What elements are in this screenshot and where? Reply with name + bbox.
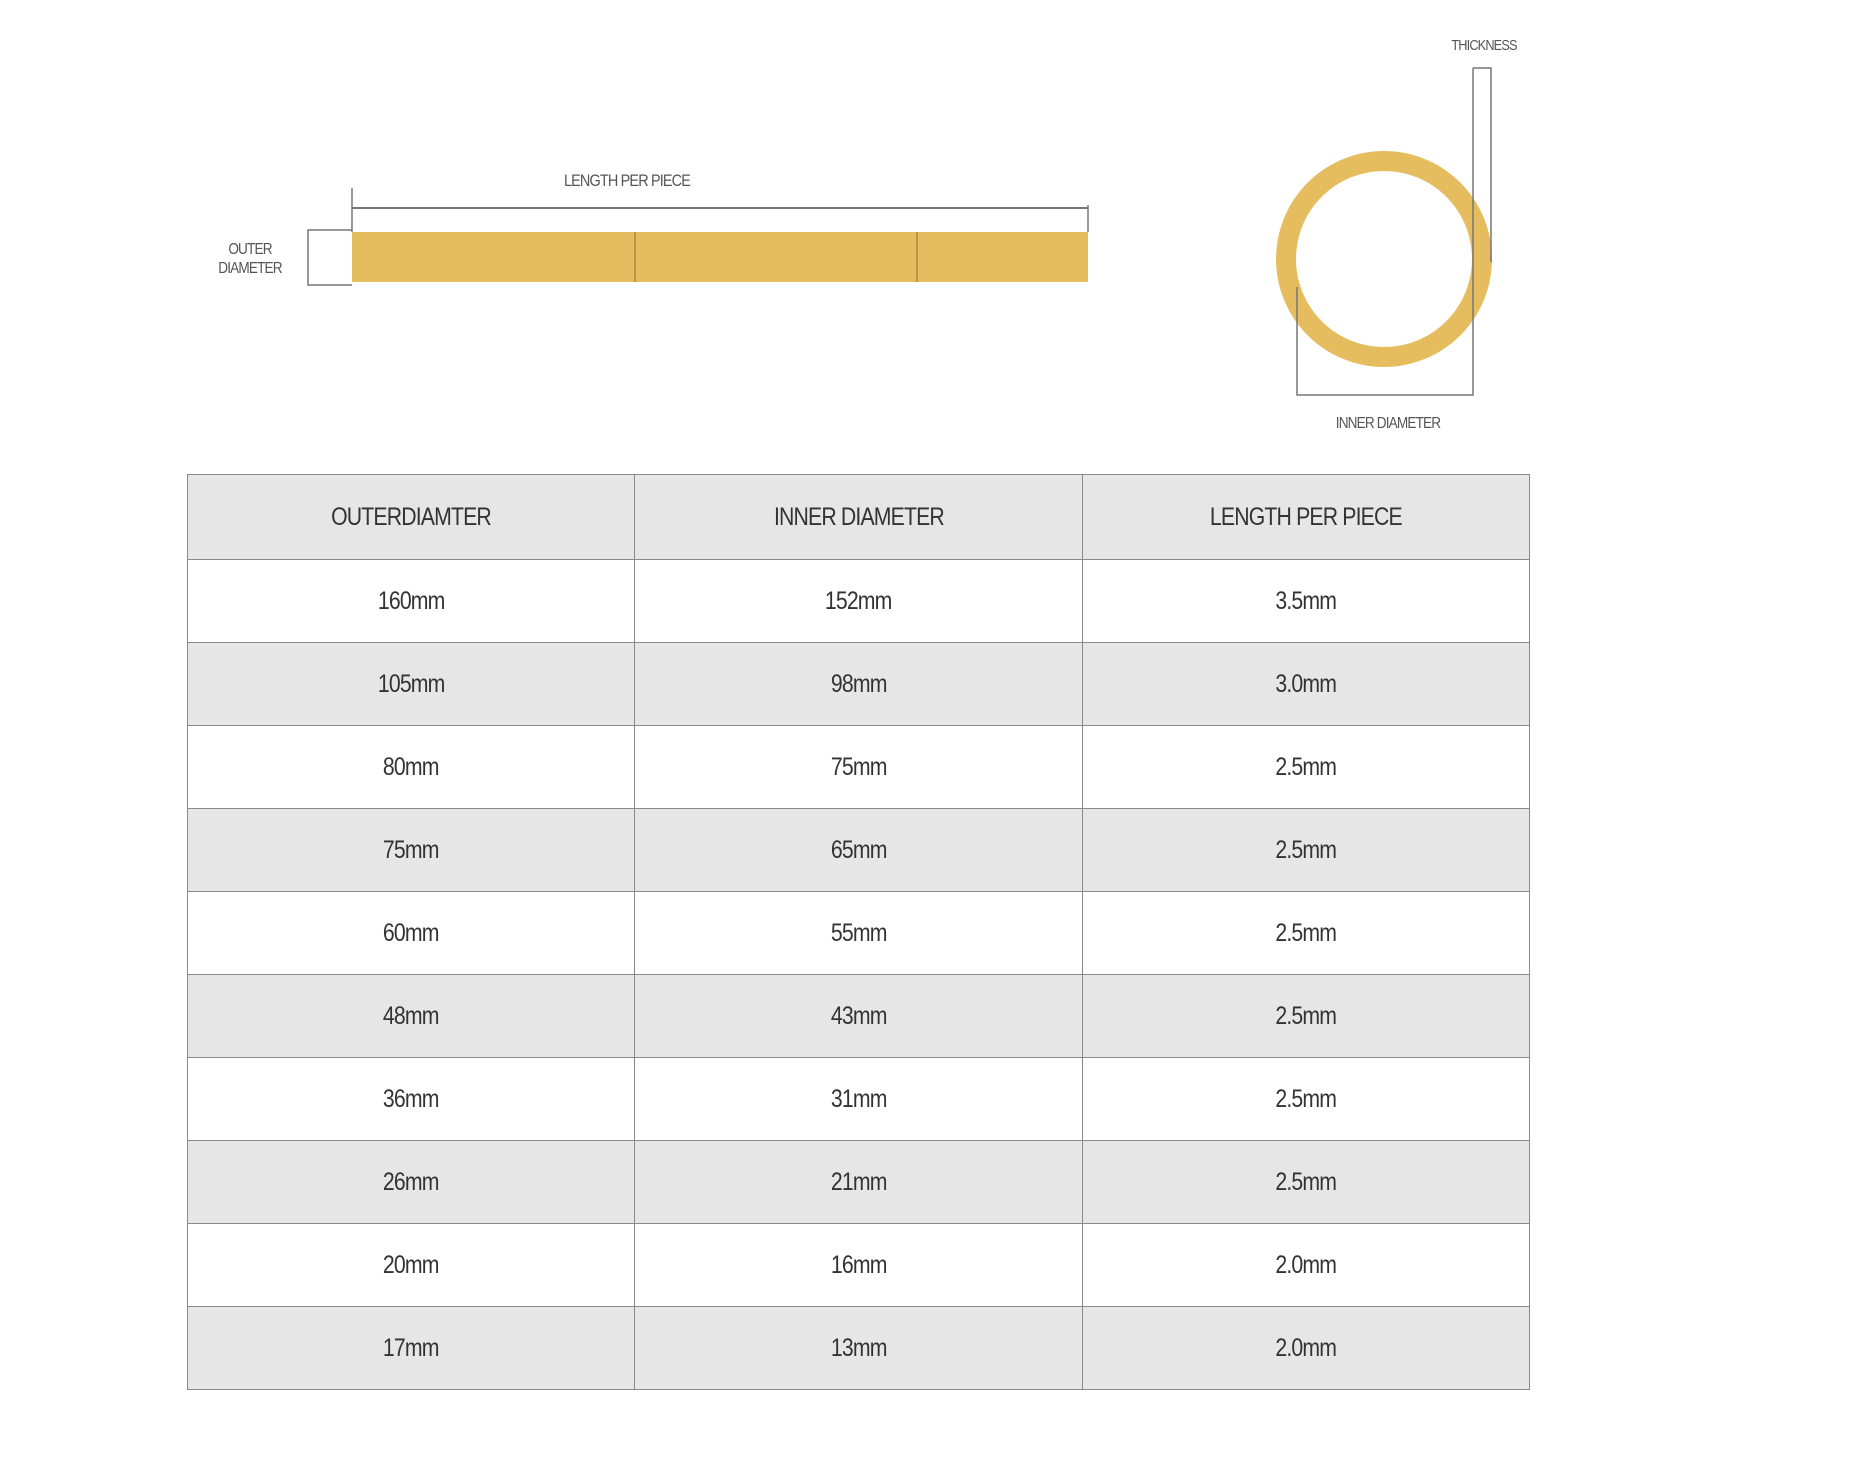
cell-value: 26mm: [383, 1167, 440, 1196]
header-label: LENGTH PER PIECE: [1209, 502, 1403, 531]
header-outer-diameter: OUTERDIAMTER: [186, 474, 636, 560]
outer-diameter-cell: 17mm: [186, 1306, 636, 1390]
cell-value: 2.5mm: [1275, 835, 1337, 864]
header-length-per-piece: LENGTH PER PIECE: [1081, 474, 1531, 560]
inner-diameter-cell: 152mm: [634, 559, 1083, 643]
inner-diameter-cell: 13mm: [634, 1306, 1083, 1390]
cell-value: 13mm: [830, 1333, 888, 1362]
cell-value: 98mm: [830, 669, 888, 698]
header-label: OUTERDIAMTER: [331, 502, 492, 531]
band-diagram: [307, 67, 1492, 396]
cell-value: 3.0mm: [1275, 669, 1337, 698]
outer-diameter-cell: 36mm: [186, 1057, 636, 1141]
cell-value: 2.0mm: [1275, 1250, 1337, 1279]
cell-value: 2.5mm: [1275, 752, 1337, 781]
inner-diameter-cell: 65mm: [634, 808, 1083, 892]
outer-diameter-cell: 20mm: [186, 1223, 636, 1307]
cell-value: 16mm: [830, 1250, 888, 1279]
inner-diameter-cell: 16mm: [634, 1223, 1083, 1307]
band-strip: [352, 232, 1088, 282]
length-per-piece-cell: 2.5mm: [1081, 974, 1531, 1058]
cell-value: 75mm: [830, 752, 888, 781]
length-per-piece-cell: 2.0mm: [1081, 1223, 1531, 1307]
outer-diameter-cell: 26mm: [186, 1140, 636, 1224]
length-per-piece-label: LENGTH PER PIECE: [563, 171, 691, 190]
inner-diameter-cell: 43mm: [634, 974, 1083, 1058]
table-row: 160mm 152mm 3.5mm: [186, 559, 1531, 643]
cell-value: 48mm: [383, 1001, 440, 1030]
inner-diameter-cell: 98mm: [634, 642, 1083, 726]
outer-diameter-cell: 105mm: [186, 642, 636, 726]
cell-value: 60mm: [383, 918, 440, 947]
cell-value: 2.5mm: [1275, 1084, 1337, 1113]
outer-diameter-label: OUTER DIAMETER: [218, 241, 282, 277]
length-per-piece-cell: 2.5mm: [1081, 725, 1531, 809]
cell-value: 55mm: [830, 918, 888, 947]
cell-value: 20mm: [383, 1250, 440, 1279]
outer-diameter-cell: 160mm: [186, 559, 636, 643]
table-row: 48mm 43mm 2.5mm: [186, 974, 1531, 1058]
cell-value: 17mm: [383, 1333, 440, 1362]
table-row: 17mm 13mm 2.0mm: [186, 1306, 1531, 1390]
inner-diameter-bracket: [1296, 68, 1474, 396]
length-per-piece-cell: 2.0mm: [1081, 1306, 1531, 1390]
cell-value: 75mm: [383, 835, 440, 864]
cell-value: 152mm: [825, 586, 892, 615]
outer-diameter-cell: 60mm: [186, 891, 636, 975]
table-row: 60mm 55mm 2.5mm: [186, 891, 1531, 975]
size-table: OUTERDIAMTER INNER DIAMETER LENGTH PER P…: [186, 474, 1531, 1390]
cell-value: 160mm: [377, 586, 445, 615]
outer-diameter-bracket: [307, 229, 352, 286]
inner-diameter-label: INNER DIAMETER: [1335, 415, 1441, 432]
thickness-label: THICKNESS: [1451, 37, 1517, 54]
inner-diameter-cell: 75mm: [634, 725, 1083, 809]
cell-value: 80mm: [383, 752, 440, 781]
table-header-row: OUTERDIAMTER INNER DIAMETER LENGTH PER P…: [186, 474, 1531, 560]
table-row: 105mm 98mm 3.0mm: [186, 642, 1531, 726]
table-row: 26mm 21mm 2.5mm: [186, 1140, 1531, 1224]
outer-diameter-cell: 75mm: [186, 808, 636, 892]
cell-value: 43mm: [830, 1001, 888, 1030]
inner-diameter-cell: 31mm: [634, 1057, 1083, 1141]
cell-value: 65mm: [830, 835, 888, 864]
outer-diameter-cell: 80mm: [186, 725, 636, 809]
length-per-piece-cell: 3.0mm: [1081, 642, 1531, 726]
cell-value: 31mm: [830, 1084, 888, 1113]
cell-value: 21mm: [830, 1167, 888, 1196]
cell-value: 2.5mm: [1275, 1167, 1337, 1196]
band-ring: [1276, 151, 1492, 367]
length-per-piece-cell: 2.5mm: [1081, 1057, 1531, 1141]
header-inner-diameter: INNER DIAMETER: [634, 474, 1083, 560]
length-per-piece-cell: 2.5mm: [1081, 891, 1531, 975]
table-row: 75mm 65mm 2.5mm: [186, 808, 1531, 892]
thickness-bracket: [1473, 67, 1492, 262]
cell-value: 2.0mm: [1275, 1333, 1337, 1362]
cell-value: 36mm: [383, 1084, 440, 1113]
cell-value: 2.5mm: [1275, 1001, 1337, 1030]
inner-diameter-cell: 21mm: [634, 1140, 1083, 1224]
inner-diameter-cell: 55mm: [634, 891, 1083, 975]
cell-value: 105mm: [377, 669, 445, 698]
table-row: 80mm 75mm 2.5mm: [186, 725, 1531, 809]
cell-value: 2.5mm: [1275, 918, 1337, 947]
table-row: 20mm 16mm 2.0mm: [186, 1223, 1531, 1307]
length-per-piece-cell: 3.5mm: [1081, 559, 1531, 643]
header-label: INNER DIAMETER: [773, 502, 945, 531]
length-per-piece-cell: 2.5mm: [1081, 808, 1531, 892]
table-row: 36mm 31mm 2.5mm: [186, 1057, 1531, 1141]
length-per-piece-cell: 2.5mm: [1081, 1140, 1531, 1224]
outer-diameter-cell: 48mm: [186, 974, 636, 1058]
cell-value: 3.5mm: [1275, 586, 1337, 615]
